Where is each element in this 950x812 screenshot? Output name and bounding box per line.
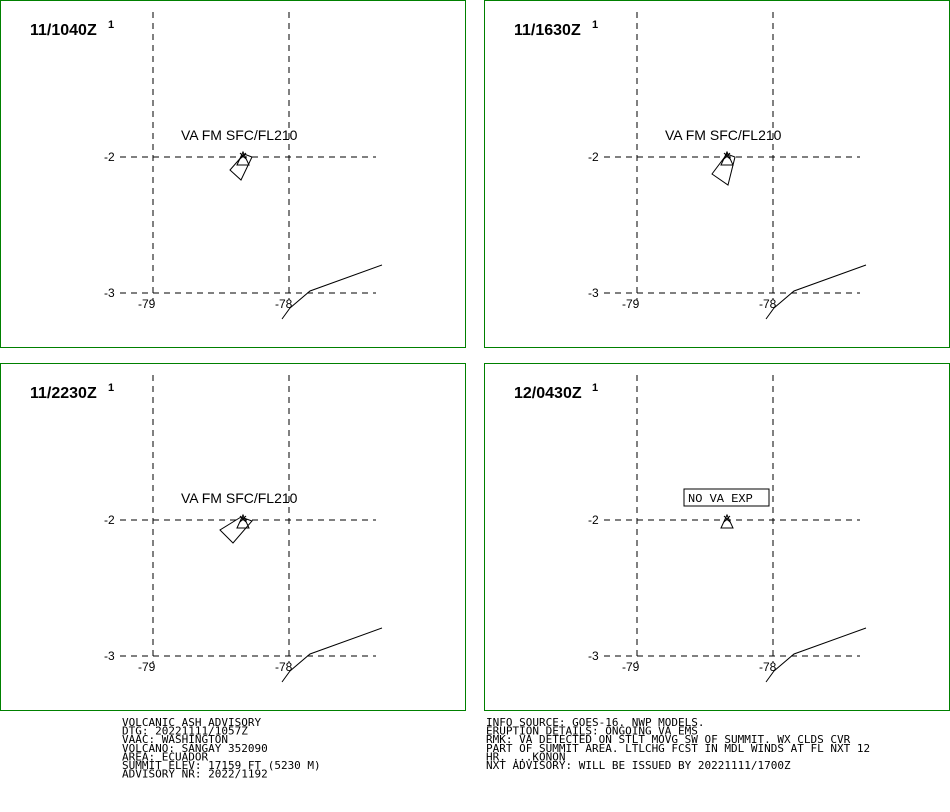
ash-label: VA FM SFC/FL210 (181, 127, 298, 143)
panel-frame (0, 0, 466, 348)
lat-label: -2 (588, 150, 599, 164)
advisory-line: ERUPTION DETAILS: ONGOING VA EMS (486, 725, 698, 738)
lon-label: -79 (622, 297, 640, 311)
lat-label: -3 (104, 649, 115, 663)
ash-cloud (711, 153, 736, 186)
lon-label: -79 (138, 660, 156, 674)
advisory-line: AREA: ECUADOR (122, 750, 208, 763)
advisory-line: SUMMIT ELEV: 17159 FT (5230 M) (122, 759, 321, 772)
lon-label: -78 (759, 660, 777, 674)
ash-cloud (219, 516, 253, 544)
advisory-line: PART OF SUMMIT AREA. LTLCHG FCST IN MDL … (486, 742, 870, 755)
lat-label: -2 (104, 150, 115, 164)
ash-cloud (229, 153, 253, 181)
volcano-x (723, 152, 731, 160)
lon-label: -78 (759, 297, 777, 311)
advisory-line: HR. ...KONON (486, 750, 565, 763)
advisory-line: RMK: VA DETECTED ON STLT MOVG SW OF SUMM… (486, 733, 851, 746)
advisory-line: VOLCANO: SANGAY 352090 (122, 742, 268, 755)
lat-label: -2 (104, 513, 115, 527)
advisory-line: INFO SOURCE: GOES-16. NWP MODELS. (486, 716, 705, 729)
volcano-symbol (720, 513, 734, 529)
time-superscript: 1 (592, 19, 598, 31)
lat-label: -3 (104, 286, 115, 300)
panel-frame (484, 0, 950, 348)
lon-label: -79 (138, 297, 156, 311)
coastline (765, 264, 867, 320)
valid-time: 11/2230Z (30, 385, 97, 402)
map-panel: -2 -3 -79 -78 11/2230Z 1 VA FM SFC/FL210 (0, 363, 466, 711)
lon-label: -78 (275, 660, 293, 674)
valid-time: 11/1040Z (30, 22, 97, 39)
advisory-line: ADVISORY NR: 2022/1192 (122, 768, 268, 781)
advisory-line: VOLCANIC ASH ADVISORY (122, 716, 261, 729)
panel-frame (0, 363, 466, 711)
lon-label: -78 (275, 297, 293, 311)
coastline (765, 627, 867, 683)
map-panel: -2 -3 -79 -78 11/1040Z 1 VA FM SFC/FL210 (0, 0, 466, 348)
panel-frame (484, 363, 950, 711)
advisory-line: NXT ADVISORY: WILL BE ISSUED BY 20221111… (486, 759, 791, 772)
ash-label: NO VA EXP (688, 492, 753, 506)
ash-label: VA FM SFC/FL210 (181, 490, 298, 506)
volcano-symbol (236, 150, 250, 166)
map-panel: -2 -3 -79 -78 11/1630Z 1 VA FM SFC/FL210 (484, 0, 950, 348)
coastline (281, 627, 383, 683)
lat-label: -3 (588, 649, 599, 663)
time-superscript: 1 (108, 19, 114, 31)
advisory-line: VAAC: WASHINGTON (122, 733, 228, 746)
time-superscript: 1 (592, 382, 598, 394)
time-superscript: 1 (108, 382, 114, 394)
map-panel: -2 -3 -79 -78 12/0430Z 1 NO VA EXP (484, 363, 950, 711)
volcano-x (723, 515, 731, 523)
lat-label: -3 (588, 286, 599, 300)
valid-time: 12/0430Z (514, 385, 582, 402)
lat-label: -2 (588, 513, 599, 527)
lon-label: -79 (622, 660, 640, 674)
advisory-line: DTG: 20221111/1057Z (122, 725, 248, 738)
label-box (683, 488, 770, 507)
coastline (281, 264, 383, 320)
ash-label: VA FM SFC/FL210 (665, 127, 782, 143)
valid-time: 11/1630Z (514, 22, 581, 39)
